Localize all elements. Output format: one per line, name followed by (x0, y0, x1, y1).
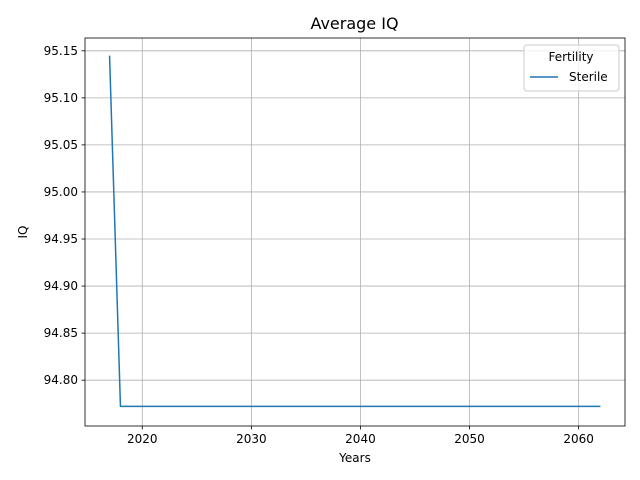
plot-area (84, 37, 626, 427)
y-tick-label: 95.05 (44, 138, 78, 152)
y-tick-label: 94.90 (44, 279, 78, 293)
grid (85, 38, 625, 426)
y-tick-label: 95.15 (44, 44, 78, 58)
x-tick-label: 2020 (127, 432, 158, 446)
legend-title: Fertility (548, 50, 593, 64)
y-tick-label: 94.95 (44, 232, 78, 246)
legend-entry-sterile: Sterile (569, 70, 608, 84)
y-tick-label: 94.85 (44, 326, 78, 340)
x-tick-label: 2040 (345, 432, 376, 446)
x-tick-label: 2050 (454, 432, 485, 446)
y-axis-ticks: 94.80 94.85 94.90 94.95 95.00 95.05 95.10 95.15 (44, 44, 85, 387)
series-line-sterile (108, 55, 601, 408)
x-axis-ticks: 2020 2030 2040 2050 2060 (127, 426, 594, 446)
y-tick-label: 95.10 (44, 91, 78, 105)
x-tick-label: 2030 (236, 432, 267, 446)
x-tick-label: 2060 (563, 432, 594, 446)
legend: Fertility Sterile (523, 44, 620, 92)
legend-box (523, 44, 620, 92)
y-axis-label: IQ (16, 226, 30, 239)
x-axis-label: Years (338, 451, 371, 465)
chart-title: Average IQ (310, 14, 398, 33)
series-layer (108, 55, 601, 408)
y-tick-label: 94.80 (44, 373, 78, 387)
y-tick-label: 95.00 (44, 185, 78, 199)
